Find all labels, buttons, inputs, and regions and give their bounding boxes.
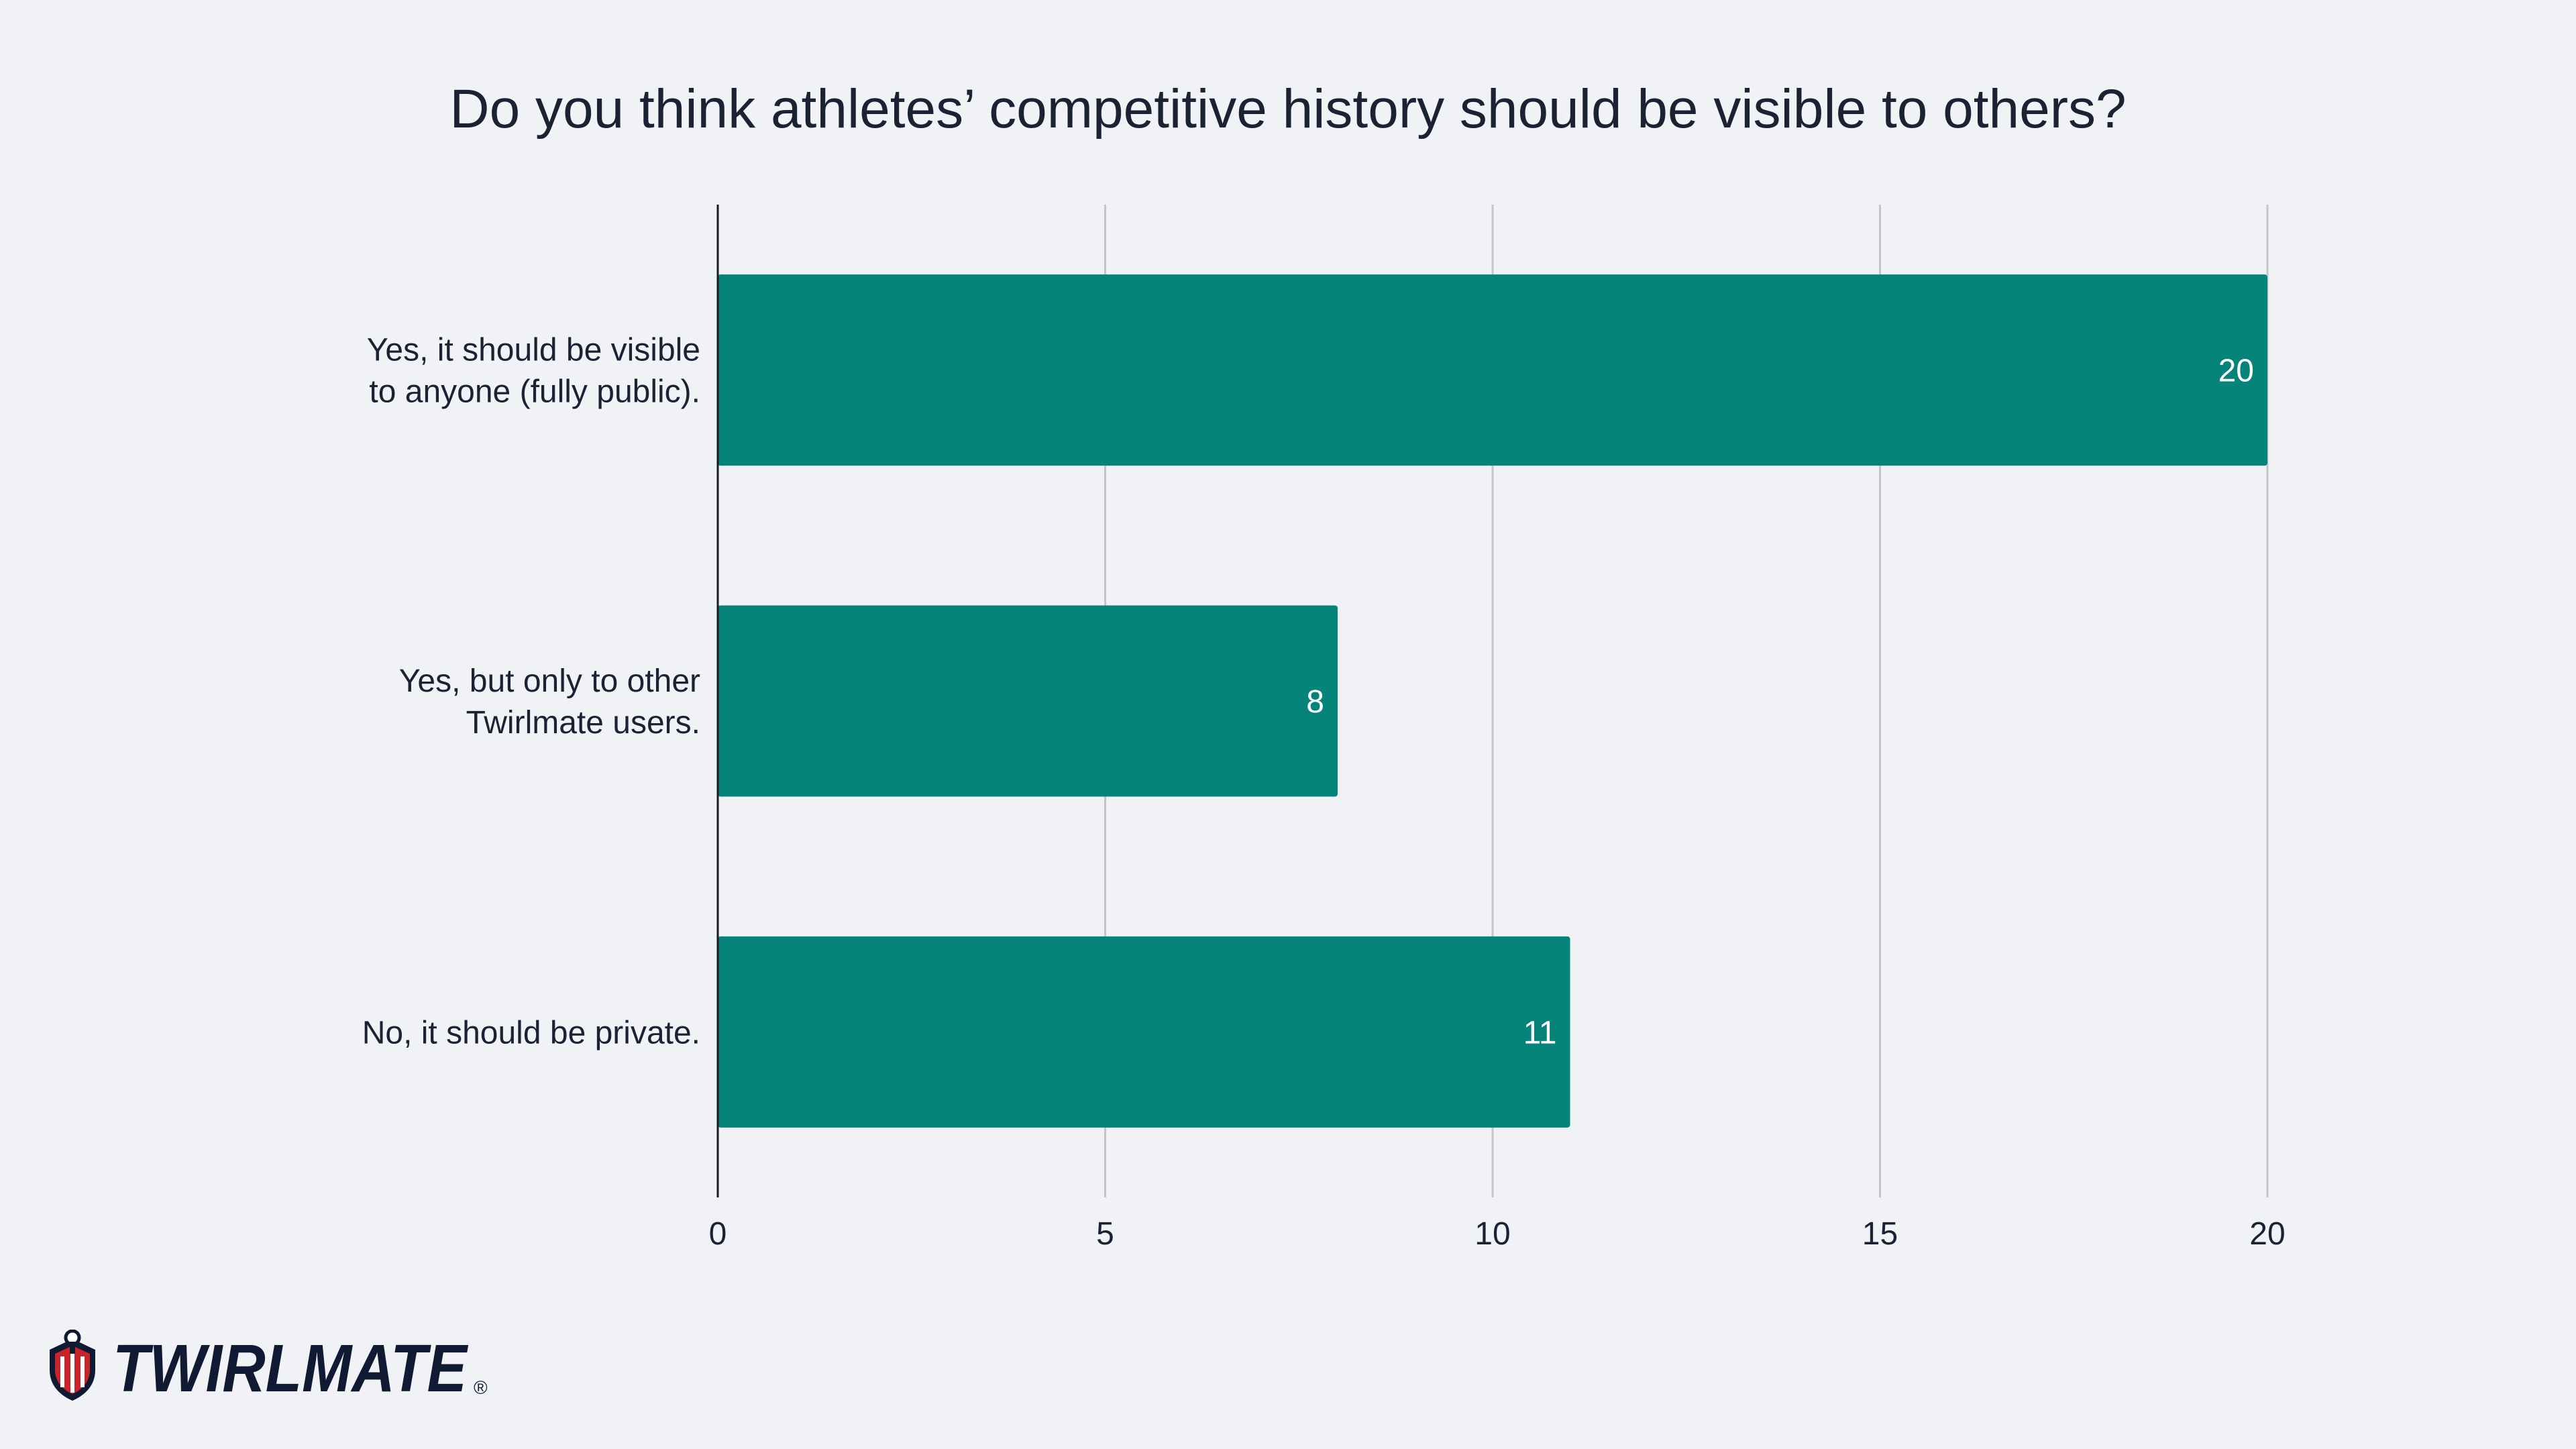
category-label: to anyone (fully public). [369, 374, 700, 410]
x-tick-label: 20 [2249, 1216, 2285, 1252]
bar-value-label: 20 [2218, 354, 2254, 389]
category-labels: Yes, it should be visible to anyone (full… [362, 333, 700, 1051]
chart-title: Do you think athletes’ competitive histo… [449, 78, 2126, 140]
twirlmate-logo: TWIRLMATE ® [50, 1330, 488, 1402]
x-axis-ticks: 0 5 10 15 20 [709, 1216, 2286, 1252]
registered-mark: ® [474, 1377, 488, 1398]
bar-value-label: 11 [1523, 1015, 1557, 1051]
logo-wordmark: TWIRLMATE [113, 1331, 469, 1402]
shield-baton-icon [50, 1330, 95, 1401]
bar [718, 274, 2267, 466]
category-label: Yes, it should be visible [367, 333, 700, 368]
bar-value-label: 8 [1306, 684, 1324, 720]
x-tick-label: 5 [1096, 1216, 1114, 1252]
category-label: Twirlmate users. [466, 705, 700, 741]
bars: 20 8 11 [718, 274, 2267, 1128]
category-label: Yes, but only to other [399, 663, 700, 699]
bar [718, 936, 1570, 1128]
x-tick-label: 10 [1474, 1216, 1510, 1252]
x-tick-label: 15 [1862, 1216, 1898, 1252]
bar [718, 605, 1338, 797]
category-label: No, it should be private. [362, 1015, 700, 1051]
x-tick-label: 0 [709, 1216, 727, 1252]
